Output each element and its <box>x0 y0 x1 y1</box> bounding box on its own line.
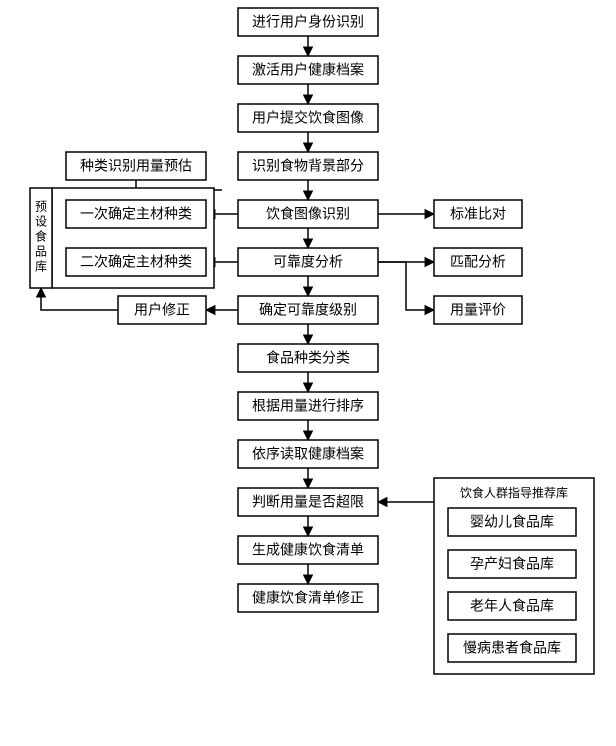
flowchart-canvas: 预设食品库饮食人群指导推荐库种类识别用量预估一次确定主材种类二次确定主材种类用户… <box>0 0 616 746</box>
n13-label: 健康饮食清单修正 <box>252 590 364 606</box>
l3-label: 二次确定主材种类 <box>80 254 192 270</box>
n4-label: 识别食物背景部分 <box>252 158 364 174</box>
r3-label: 用量评价 <box>450 302 506 318</box>
svg-text:设: 设 <box>35 215 47 229</box>
n2-label: 激活用户健康档案 <box>252 62 364 78</box>
n8-label: 食品种类分类 <box>266 350 350 366</box>
svg-text:预: 预 <box>35 200 47 214</box>
svg-text:食: 食 <box>35 229 47 244</box>
n10-label: 依序读取健康档案 <box>252 446 364 462</box>
svg-text:库: 库 <box>35 259 47 274</box>
n9-label: 根据用量进行排序 <box>252 398 364 414</box>
l4-label: 用户修正 <box>134 302 190 318</box>
n1-label: 进行用户身份识别 <box>252 14 364 30</box>
rg1-label: 婴幼儿食品库 <box>470 514 554 530</box>
rg2-label: 孕产妇食品库 <box>470 556 554 572</box>
n3-label: 用户提交饮食图像 <box>252 110 364 126</box>
n12-label: 生成健康饮食清单 <box>252 542 364 558</box>
l2-label: 一次确定主材种类 <box>80 206 192 222</box>
r2-label: 匹配分析 <box>450 254 506 270</box>
svg-text:品: 品 <box>35 245 47 259</box>
rg3-label: 老年人食品库 <box>470 598 554 614</box>
n7-label: 确定可靠度级别 <box>259 302 357 318</box>
n11-label: 判断用量是否超限 <box>252 494 364 510</box>
rGroupTitle-label: 饮食人群指导推荐库 <box>460 485 568 500</box>
n6-label: 可靠度分析 <box>273 254 343 270</box>
lGroupLabel-label: 预设食品库 <box>35 200 47 274</box>
rg4-label: 慢病患者食品库 <box>463 640 561 656</box>
r1-label: 标准比对 <box>450 206 506 222</box>
l1-label: 种类识别用量预估 <box>80 158 192 174</box>
n5-label: 饮食图像识别 <box>266 206 350 222</box>
